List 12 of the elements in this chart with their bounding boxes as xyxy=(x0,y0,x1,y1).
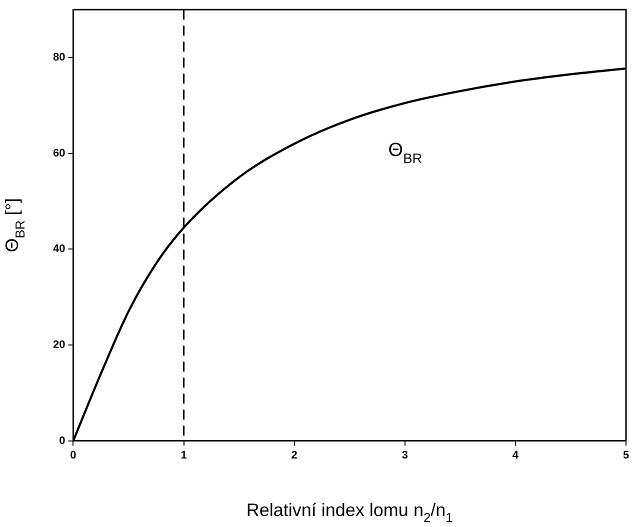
y-tick-label: 80 xyxy=(52,52,66,64)
x-tick-label: 5 xyxy=(622,449,630,462)
x-tick-label: 4 xyxy=(512,449,520,462)
y-tick-label: 60 xyxy=(52,147,66,160)
y-tick-label: 0 xyxy=(59,434,66,447)
x-tick-label: 2 xyxy=(291,449,298,462)
x-tick-label: 3 xyxy=(402,449,408,462)
x-tick-label: 1 xyxy=(180,449,187,462)
y-tick-label: 40 xyxy=(52,243,66,256)
y-tick-label: 20 xyxy=(52,339,66,352)
y-axis-title: ΘBR [°] xyxy=(2,198,28,252)
x-tick-label: 0 xyxy=(70,449,76,462)
